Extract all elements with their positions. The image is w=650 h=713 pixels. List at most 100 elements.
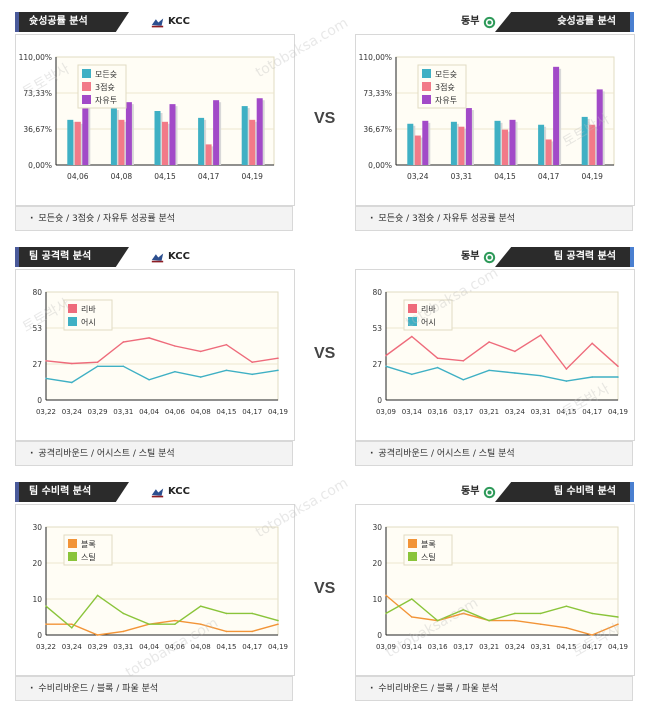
series-line: [385, 334, 619, 371]
data-point: [462, 612, 465, 615]
x-tick-label: 04,19: [268, 408, 288, 416]
data-point: [45, 377, 47, 380]
data-point: [539, 612, 542, 615]
x-tick-label: 03,16: [428, 408, 449, 416]
panel-title: 팀 수비력 분석: [495, 482, 630, 502]
legend-swatch: [82, 82, 91, 91]
bar: [422, 120, 429, 165]
data-point: [462, 360, 465, 362]
bar: [553, 66, 560, 165]
x-tick-label: 03,29: [88, 643, 108, 651]
bar: [581, 116, 588, 165]
x-tick-label: 04,15: [154, 172, 176, 181]
data-point: [565, 368, 568, 370]
panel-title: 팀 공격력 분석: [19, 247, 129, 267]
bar: [450, 121, 457, 165]
legend-label: 자유투: [95, 96, 117, 105]
x-tick-label: 04,15: [556, 643, 576, 651]
bar: [67, 119, 74, 165]
x-tick-label: 04,17: [582, 408, 602, 416]
y-tick-label: 20: [32, 559, 42, 568]
data-point: [148, 337, 150, 339]
y-tick-label: 0: [37, 631, 42, 640]
data-point: [385, 594, 387, 597]
x-tick-label: 04,15: [494, 172, 516, 181]
x-tick-label: 04,19: [608, 643, 628, 651]
legend-label: 3점슛: [435, 82, 455, 92]
caption-text: 공격리바운드 / 어시스트 / 스틸 분석: [38, 449, 175, 459]
header-accent: [630, 247, 634, 267]
x-tick-label: 04,17: [198, 172, 220, 181]
bar: [502, 129, 508, 165]
bar: [118, 119, 125, 165]
team-name: 동부: [461, 16, 480, 27]
x-tick-label: 03,31: [113, 408, 133, 416]
legend-label: 블록: [421, 539, 436, 549]
x-tick-label: 04,17: [538, 172, 560, 181]
x-tick-label: 04,17: [242, 643, 262, 651]
panel-def-right: 팀 수비력 분석 동부 30 20 10 0 03,09 03,14 03,16 03,17 03,…: [355, 482, 635, 704]
x-tick-label: 04,04: [139, 643, 160, 651]
y-tick-label: 27: [32, 360, 42, 369]
data-point: [45, 360, 47, 362]
panel-title: 슛성공률 분석: [19, 12, 129, 32]
bar: [198, 117, 205, 165]
chart-caption: · 수비리바운드 / 블록 / 파울 분석: [15, 676, 293, 701]
data-point: [591, 342, 594, 345]
legend-label: 리바: [81, 304, 96, 314]
bar: [154, 111, 161, 165]
bar: [241, 106, 248, 165]
team-name: 동부: [461, 486, 480, 497]
chart-box: 30 20 10 0 03,22 03,24 03,29 03,31 04,04 04,06 04,…: [15, 504, 295, 676]
legend-label: 리바: [421, 304, 436, 314]
data-point: [199, 623, 202, 625]
chart-shoot-left: 110,00% 73,33% 36,67% 0,00% 04,06 04,08 04,15 0…: [19, 53, 275, 181]
bullet-icon: ·: [30, 449, 34, 459]
legend-swatch: [68, 539, 77, 548]
data-point: [70, 623, 73, 625]
legend-swatch: [68, 317, 77, 326]
chart-box: 80 53 27 0 03,09 03,14 03,16 03,17 03,21 03,24 03,…: [355, 269, 635, 441]
legend-swatch: [422, 69, 431, 78]
data-point: [514, 372, 516, 374]
legend-label: 스틸: [421, 552, 436, 562]
bar: [169, 104, 176, 165]
kcc-logo-icon: [151, 17, 164, 27]
data-point: [591, 612, 594, 615]
x-tick-label: 03,24: [62, 408, 83, 416]
data-point: [225, 369, 228, 372]
bar: [125, 102, 132, 165]
x-tick-label: 03,31: [531, 408, 551, 416]
legend-label: 블록: [81, 539, 96, 549]
x-tick-label: 03,16: [428, 643, 449, 651]
data-point: [539, 374, 542, 377]
data-point: [174, 345, 176, 347]
y-tick-label: 73,33%: [23, 89, 52, 98]
bar: [589, 124, 596, 165]
data-point: [148, 378, 150, 381]
x-tick-label: 03,17: [453, 408, 473, 416]
header-accent: [630, 482, 634, 502]
bullet-icon: ·: [30, 684, 34, 694]
team-name: KCC: [168, 251, 190, 262]
kcc-logo-icon: [151, 252, 164, 262]
data-point: [617, 623, 619, 625]
data-point: [617, 365, 619, 368]
data-point: [199, 605, 202, 607]
panel-header: 팀 공격력 분석 KCC: [15, 247, 295, 267]
chart-off-right: 80 53 27 0 03,09 03,14 03,16 03,17 03,21 03,24 03,…: [372, 288, 628, 416]
x-tick-label: 04,19: [268, 643, 288, 651]
dongbu-logo-icon: [484, 486, 496, 498]
series-line: [385, 598, 619, 622]
dongbu-logo-icon: [484, 16, 496, 28]
bar: [82, 106, 89, 165]
data-point: [565, 605, 568, 607]
legend-swatch: [408, 552, 417, 561]
bar: [256, 98, 263, 165]
panel-header: 슛성공률 분석 동부: [355, 12, 635, 32]
series-line: [46, 619, 279, 636]
x-tick-label: 03,21: [479, 408, 499, 416]
data-point: [462, 609, 465, 611]
legend-label: 어시: [421, 317, 436, 327]
